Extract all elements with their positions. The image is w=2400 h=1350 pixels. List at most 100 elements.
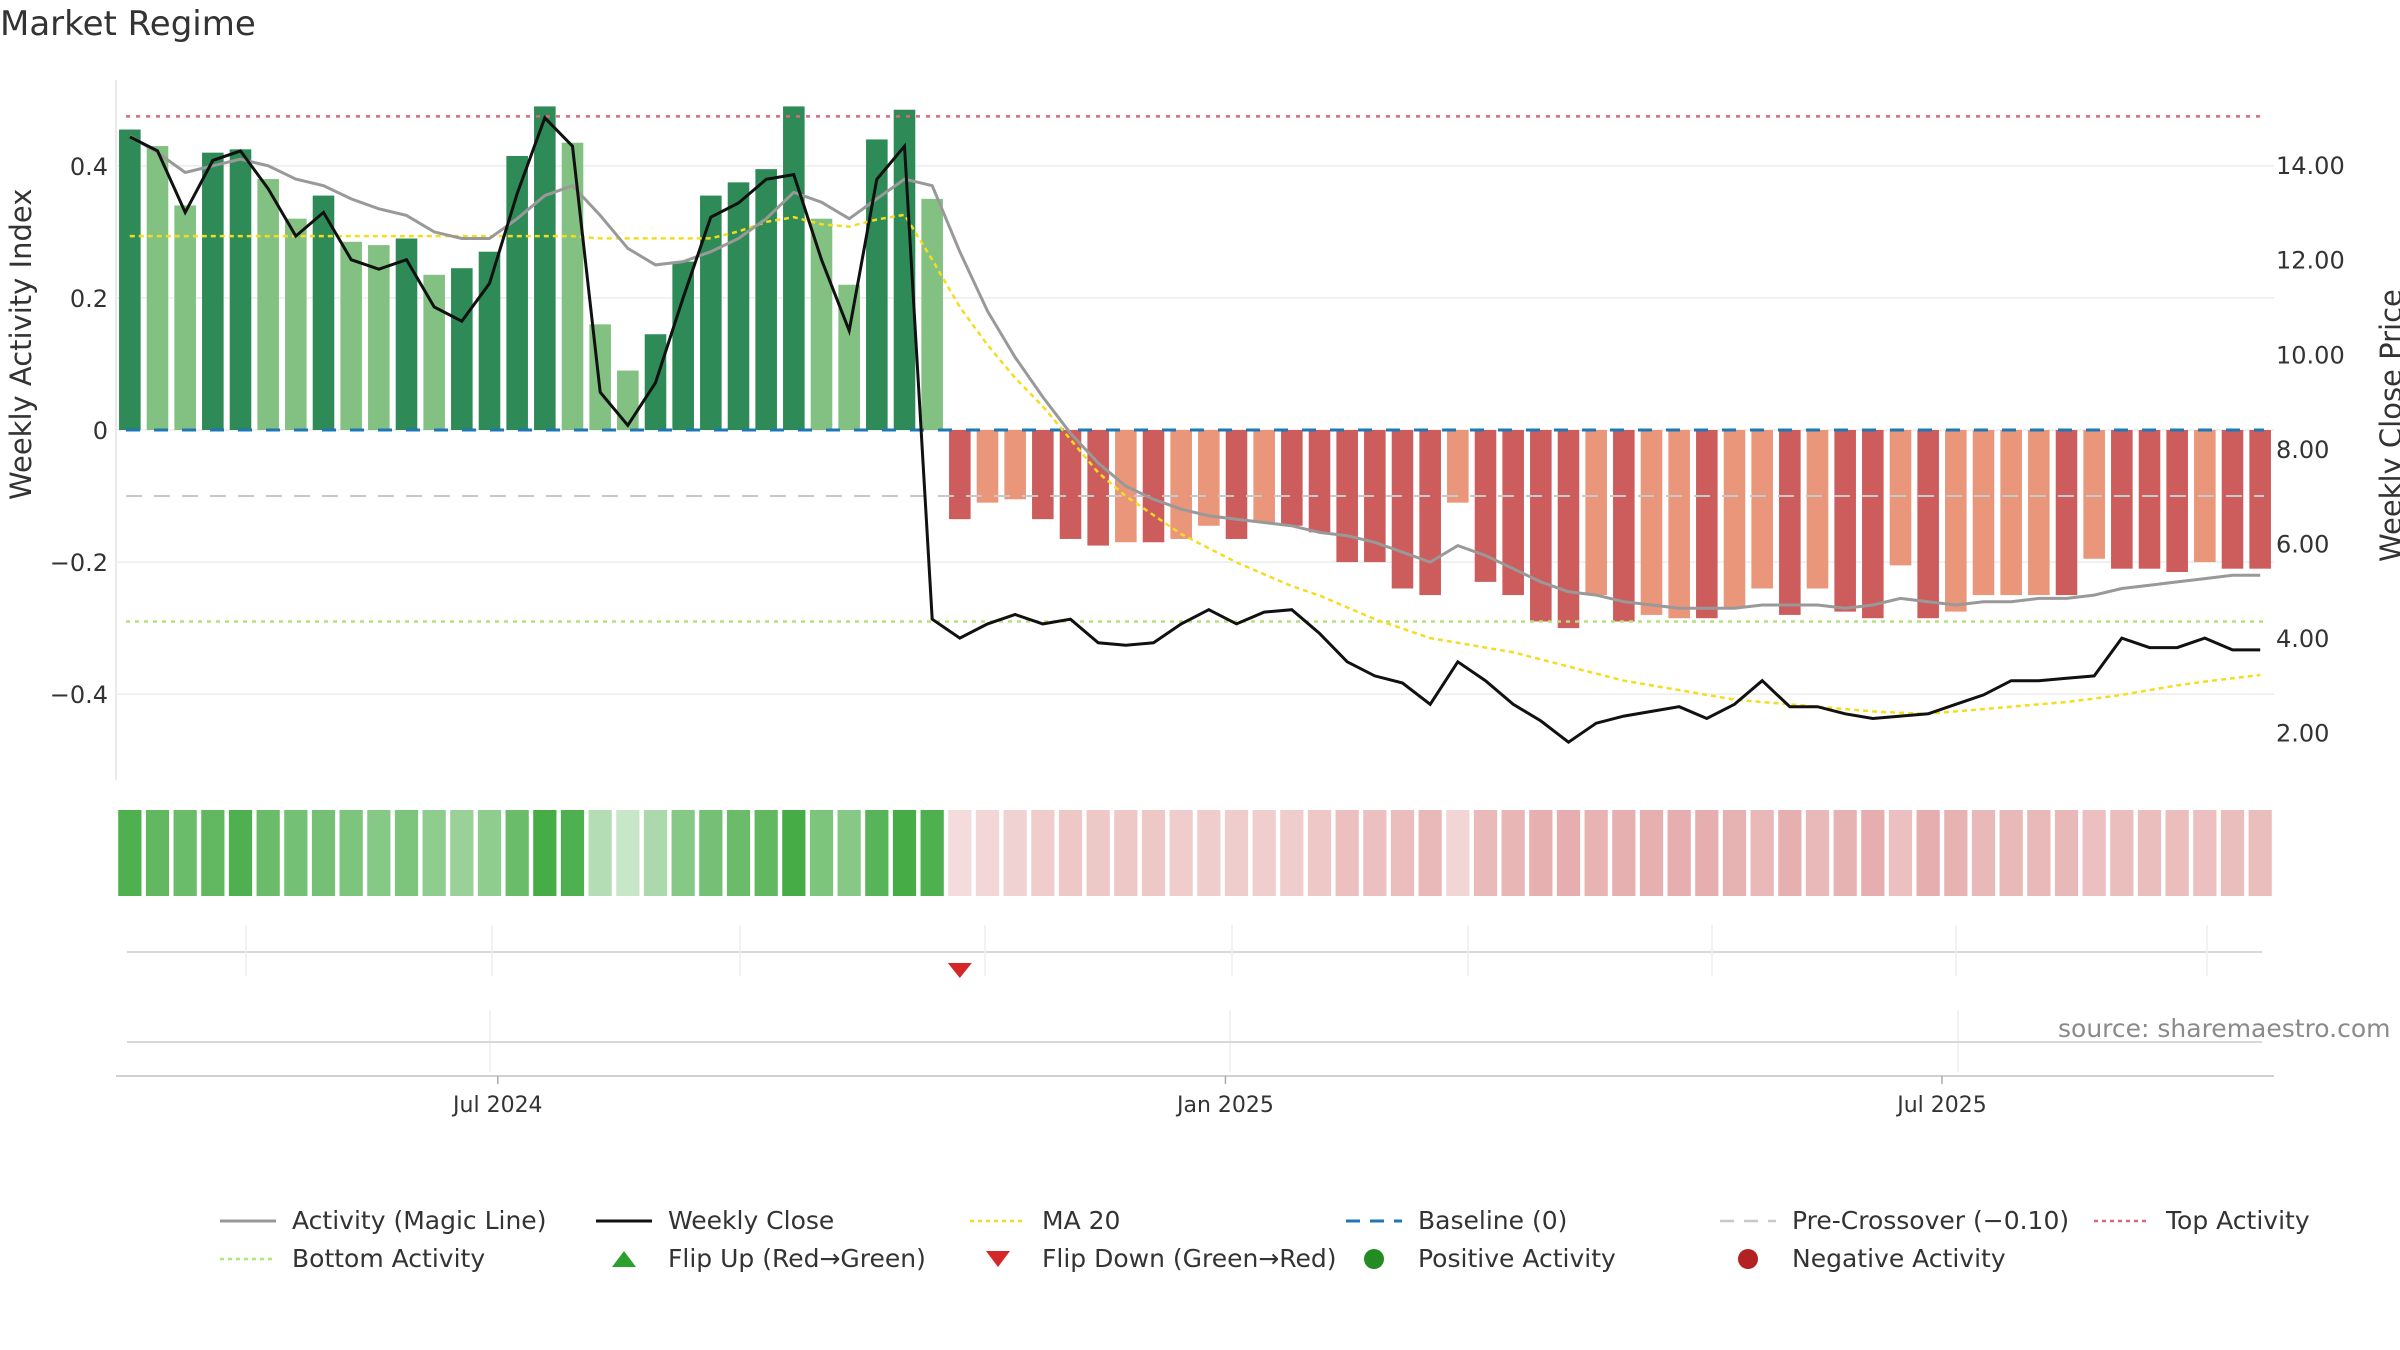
activity-bar-negative xyxy=(1281,430,1303,526)
activity-bar-negative xyxy=(1723,430,1746,609)
activity-bar-positive xyxy=(478,251,501,430)
regime-strip-cell xyxy=(2248,810,2272,896)
regime-strip-cell xyxy=(2165,810,2189,896)
legend-item-posdot: Positive Activity xyxy=(1344,1244,1616,1273)
regime-strip-cell xyxy=(1833,810,1857,896)
legend-symbol-icon xyxy=(1364,1248,1384,1269)
activity-bar-negative xyxy=(1142,430,1165,543)
regime-strip-cell xyxy=(1584,810,1608,896)
ma20-line xyxy=(129,213,2261,716)
activity-bar-negative xyxy=(1668,430,1690,619)
activity-bar-positive xyxy=(893,109,916,430)
regime-strip-cell xyxy=(1363,810,1387,896)
activity-bar-negative xyxy=(1391,430,1414,589)
regime-strip-cell xyxy=(1916,810,1940,896)
activity-bar-negative xyxy=(1945,430,1967,612)
regime-strip-cell xyxy=(920,810,944,896)
legend-item-bottom: Bottom Activity xyxy=(218,1244,485,1273)
regime-strip-cell xyxy=(1778,810,1802,896)
regime-strip-cell xyxy=(1888,810,1913,896)
regime-strip-cell xyxy=(145,810,170,896)
regime-strip-cell xyxy=(1501,810,1525,896)
activity-bar-positive xyxy=(202,152,224,430)
regime-strip-cell xyxy=(1280,810,1304,896)
legend-label: Activity (Magic Line) xyxy=(292,1206,547,1235)
activity-bar-negative xyxy=(2055,430,2078,596)
legend-item-precross: Pre-Crossover (−0.10) xyxy=(1718,1206,2069,1235)
legend-item-negdot: Negative Activity xyxy=(1718,1244,2006,1273)
activity-bar-negative xyxy=(1889,430,1912,566)
weekly-close-line xyxy=(129,115,2261,745)
regime-strip-cell xyxy=(754,810,778,896)
activity-bar-negative xyxy=(1225,430,1248,539)
regime-strip-cell xyxy=(228,810,253,896)
regime-strip-cell xyxy=(533,810,557,896)
regime-strip-cell xyxy=(422,810,446,896)
activity-bar-positive xyxy=(451,268,473,430)
activity-bar-positive xyxy=(589,324,611,430)
regime-strip-cell xyxy=(311,810,336,896)
y-tick-label-left: 0.4 xyxy=(70,153,108,181)
regime-strip-cell xyxy=(1944,810,1968,896)
activity-bar-positive xyxy=(257,179,279,430)
regime-strip-cell xyxy=(2110,810,2134,896)
activity-bar-negative xyxy=(1253,430,1275,523)
activity-bar-negative xyxy=(1806,430,1829,589)
activity-bar-negative xyxy=(2138,430,2161,569)
regime-strip-cell xyxy=(339,810,363,896)
regime-strip-cell xyxy=(1722,810,1747,896)
activity-bar-negative xyxy=(1834,430,1856,612)
activity-bar-negative xyxy=(1364,430,1386,563)
regime-strip-cell xyxy=(809,810,834,896)
legend-label: Weekly Close xyxy=(668,1206,835,1235)
regime-strip-cell xyxy=(201,810,225,896)
regime-strip-cell xyxy=(284,810,308,896)
regime-strip-cell xyxy=(118,810,142,896)
source-text: source: sharemaestro.com xyxy=(2058,1014,2391,1043)
legend-symbol-icon xyxy=(2094,1219,2150,1222)
y-tick-label-right: 14.00 xyxy=(2276,152,2345,180)
legend-item-close: Weekly Close xyxy=(594,1206,834,1235)
y-tick-label-left: 0.2 xyxy=(70,285,108,313)
regime-strip-cell xyxy=(256,810,280,896)
legend-symbol-icon xyxy=(1346,1219,1402,1222)
activity-bar-negative xyxy=(1640,430,1663,615)
regime-strip-cell xyxy=(1058,810,1083,896)
legend-symbol-icon xyxy=(1738,1248,1758,1269)
y-tick-label-right: 8.00 xyxy=(2276,436,2329,464)
legend-item-baseline: Baseline (0) xyxy=(1344,1206,1567,1235)
legend-item-flipdown: Flip Down (Green→Red) xyxy=(968,1244,1337,1273)
regime-strip-cell xyxy=(588,810,612,896)
flip-down-marker xyxy=(947,963,972,978)
regime-strip-cell xyxy=(1667,810,1691,896)
activity-bar-positive xyxy=(810,218,833,430)
activity-bar-negative xyxy=(1779,430,1801,615)
regime-strip-cell xyxy=(643,810,668,896)
legend-item-ma20: MA 20 xyxy=(968,1206,1120,1235)
legend-symbol-icon xyxy=(1720,1219,1776,1222)
regime-strip-cell xyxy=(726,810,751,896)
regime-strip-cell xyxy=(2054,810,2079,896)
regime-strip-cell xyxy=(477,810,502,896)
activity-bar-positive xyxy=(506,155,528,430)
legend-label: Top Activity xyxy=(2166,1206,2310,1235)
regime-strip-cell xyxy=(1999,810,2023,896)
activity-bar-positive xyxy=(534,106,556,430)
regime-strip-cell xyxy=(2193,810,2217,896)
activity-bar-negative xyxy=(2249,430,2271,569)
regime-strip-cell xyxy=(505,810,529,896)
activity-bar-positive xyxy=(921,198,943,430)
activity-bar-negative xyxy=(1059,430,1082,539)
regime-strip-cell xyxy=(560,810,585,896)
x-tick-label: Jan 2025 xyxy=(1175,1093,1274,1118)
y-tick-label-right: 10.00 xyxy=(2276,341,2345,369)
activity-bar-negative xyxy=(1502,430,1524,596)
activity-bar-negative xyxy=(1004,430,1026,500)
activity-bar-positive xyxy=(700,195,722,430)
regime-strip-cell xyxy=(1252,810,1276,896)
activity-bar-negative xyxy=(1447,430,1469,503)
regime-strip-cell xyxy=(948,810,972,896)
regime-strip-cell xyxy=(837,810,861,896)
regime-strip-cell xyxy=(865,810,889,896)
legend-symbol-icon xyxy=(970,1219,1026,1222)
